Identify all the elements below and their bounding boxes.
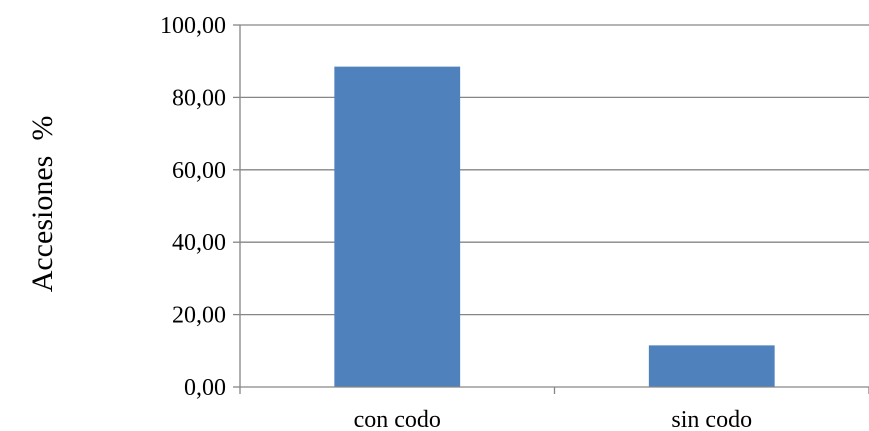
y-tick-label: 60,00	[172, 158, 226, 184]
bars	[334, 66, 775, 387]
y-tick-label: 40,00	[172, 230, 226, 256]
x-tick-labels: con codo sin codo	[354, 407, 752, 431]
y-tick-label: 80,00	[172, 85, 226, 111]
x-tick-label: con codo	[354, 407, 441, 431]
x-tick-label: sin codo	[671, 407, 752, 431]
y-tick-labels: 0,00 20,00 40,00 60,00 80,00 100,00	[160, 13, 226, 401]
y-tick-label: 20,00	[172, 303, 226, 329]
y-axis-title: Accesiones %	[26, 116, 59, 293]
bar-con-codo	[334, 66, 461, 387]
axes	[233, 24, 869, 394]
y-tick-label: 100,00	[160, 13, 226, 39]
y-tick-label: 0,00	[184, 375, 226, 401]
bar-sin-codo	[648, 345, 775, 387]
